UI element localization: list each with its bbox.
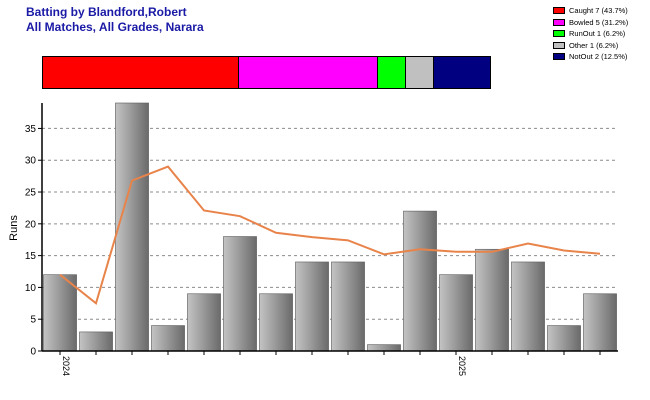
bar [223, 236, 257, 352]
legend-item: RunOut 1 (6.2%) [553, 28, 628, 40]
bar [511, 261, 545, 352]
y-tick-label: 15 [25, 251, 37, 262]
y-tick-label: 30 [25, 156, 37, 167]
y-tick-label: 5 [30, 315, 36, 326]
legend-swatch [553, 30, 565, 38]
bar [43, 274, 77, 352]
legend-label: Caught 7 (43.7%) [569, 6, 628, 16]
bar [295, 261, 329, 352]
bar [583, 293, 617, 352]
x-tick-label: 2025 [457, 356, 467, 376]
dismissal-segment [43, 57, 239, 88]
bar [439, 274, 473, 352]
y-tick-label: 0 [30, 347, 36, 358]
legend-item: Bowled 5 (31.2%) [553, 17, 628, 29]
dismissal-segment [406, 57, 435, 88]
bar [403, 210, 437, 352]
bar [367, 344, 401, 352]
legend-label: NotOut 2 (12.5%) [569, 52, 628, 62]
legend-swatch [553, 7, 565, 15]
legend-item: Caught 7 (43.7%) [553, 5, 628, 17]
legend-swatch [553, 53, 565, 61]
bar [547, 325, 581, 352]
y-tick-label: 20 [25, 219, 37, 230]
dismissal-segment [434, 57, 490, 88]
x-tick-label: 2024 [61, 356, 71, 376]
bar [331, 261, 365, 352]
bar [115, 102, 149, 352]
legend-swatch [553, 18, 565, 26]
dismissal-segment [238, 57, 379, 88]
bar [187, 293, 221, 352]
title-line-1: Batting by Blandford,Robert [26, 5, 187, 19]
dismissal-breakdown-bar [42, 56, 491, 89]
chart-title: Batting by Blandford,Robert All Matches,… [26, 5, 204, 35]
legend-label: RunOut 1 (6.2%) [569, 29, 626, 39]
y-tick-label: 10 [25, 283, 37, 294]
bar [475, 248, 509, 352]
y-axis-label: Runs [8, 215, 20, 241]
legend-item: Other 1 (6.2%) [553, 40, 628, 52]
dismissal-segment [378, 57, 407, 88]
bar [79, 331, 113, 352]
bar [151, 325, 185, 352]
legend-item: NotOut 2 (12.5%) [553, 51, 628, 63]
bar [259, 293, 293, 352]
title-line-2: All Matches, All Grades, Narara [26, 20, 204, 34]
y-tick-label: 25 [25, 188, 37, 199]
legend-label: Other 1 (6.2%) [569, 40, 619, 50]
legend-swatch [553, 41, 565, 49]
legend-label: Bowled 5 (31.2%) [569, 17, 629, 27]
average-line [59, 165, 601, 306]
y-tick-label: 35 [25, 124, 37, 135]
legend: Caught 7 (43.7%) Bowled 5 (31.2%) RunOut 1… [553, 5, 628, 63]
